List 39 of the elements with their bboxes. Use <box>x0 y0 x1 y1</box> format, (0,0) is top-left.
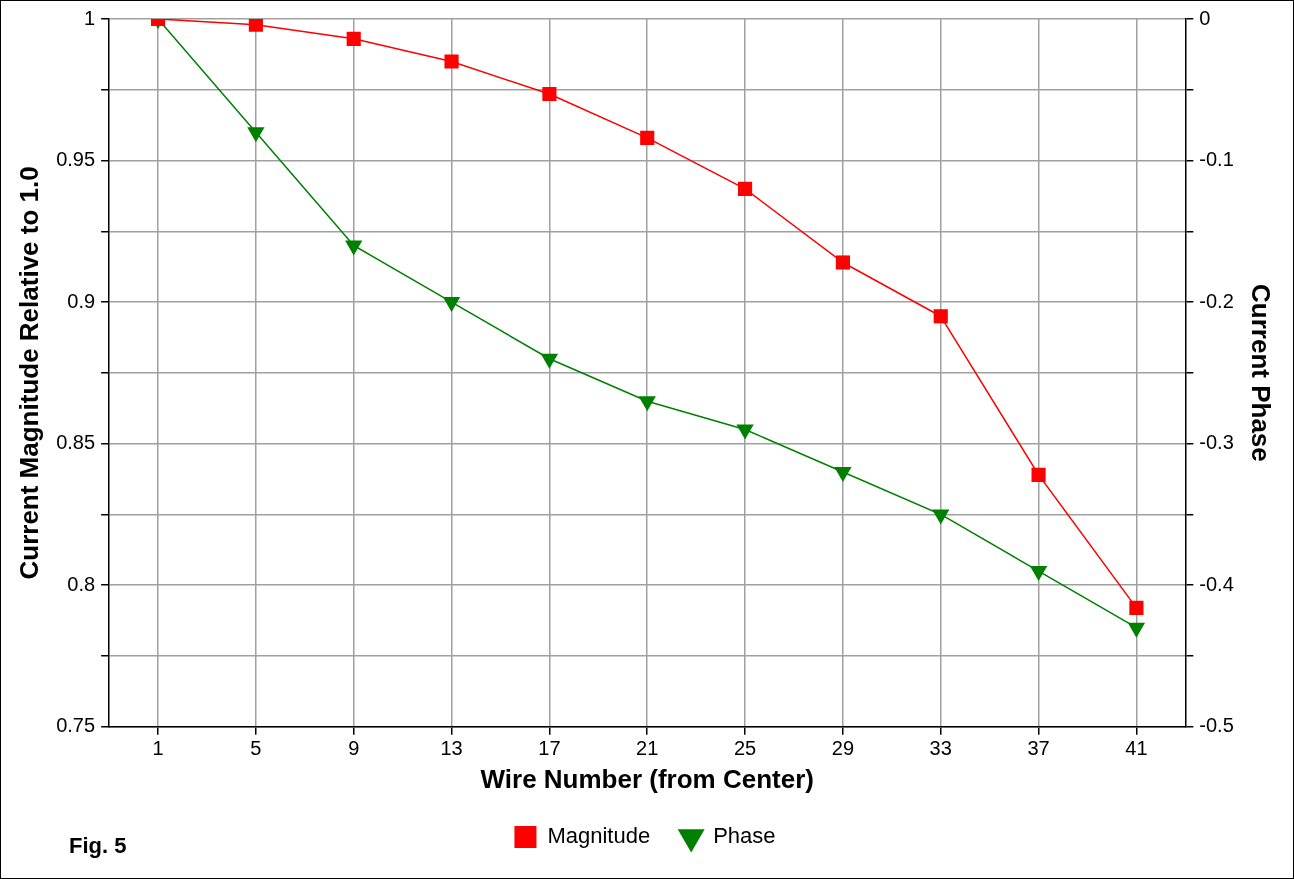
y-axis-title: Current Magnitude Relative to 1.0 <box>13 166 44 580</box>
legend-label: Magnitude <box>547 823 651 849</box>
caption: Fig. 5 <box>69 833 127 859</box>
y-tick-label: 0.95 <box>56 148 96 171</box>
y-tick-label: 0.9 <box>67 289 96 312</box>
x-tick-label: 1 <box>152 737 164 760</box>
point <box>542 86 557 102</box>
point <box>1031 467 1046 482</box>
y2-tick-label: -0.2 <box>1199 289 1234 312</box>
y2-axis-title: Current Phase <box>1246 284 1277 462</box>
x-tick-label: 25 <box>733 737 757 760</box>
y-tick-label: 0.8 <box>67 572 96 595</box>
y-tick-label: 0.85 <box>56 431 96 454</box>
y2-tick-label: -0.1 <box>1199 148 1234 171</box>
y2-tick-label: 0 <box>1199 6 1211 29</box>
point <box>1129 600 1144 615</box>
y2-tick-label: -0.5 <box>1199 714 1234 737</box>
point <box>248 19 263 32</box>
x-tick-label: 13 <box>440 737 463 760</box>
point <box>640 130 655 145</box>
point <box>933 309 948 324</box>
y-tick-label: 0.75 <box>56 714 96 737</box>
y-tick-label: 1 <box>84 6 96 29</box>
point <box>346 31 361 46</box>
x-tick-label: 5 <box>250 737 262 760</box>
x-axis-title: Wire Number (from Center) <box>480 763 814 794</box>
x-tick-label: 33 <box>929 737 952 760</box>
y2-tick-label: -0.4 <box>1199 572 1234 595</box>
point <box>835 255 850 270</box>
x-tick-label: 17 <box>538 737 561 760</box>
point <box>738 181 753 196</box>
x-tick-label: 41 <box>1125 737 1148 760</box>
x-tick-label: 37 <box>1027 737 1050 760</box>
x-tick-label: 21 <box>636 737 659 760</box>
y2-tick-label: -0.3 <box>1199 431 1234 454</box>
x-tick-label: 9 <box>348 737 360 760</box>
point <box>444 54 459 69</box>
legend-label: Phase <box>713 823 776 849</box>
x-tick-label: 29 <box>831 737 855 760</box>
